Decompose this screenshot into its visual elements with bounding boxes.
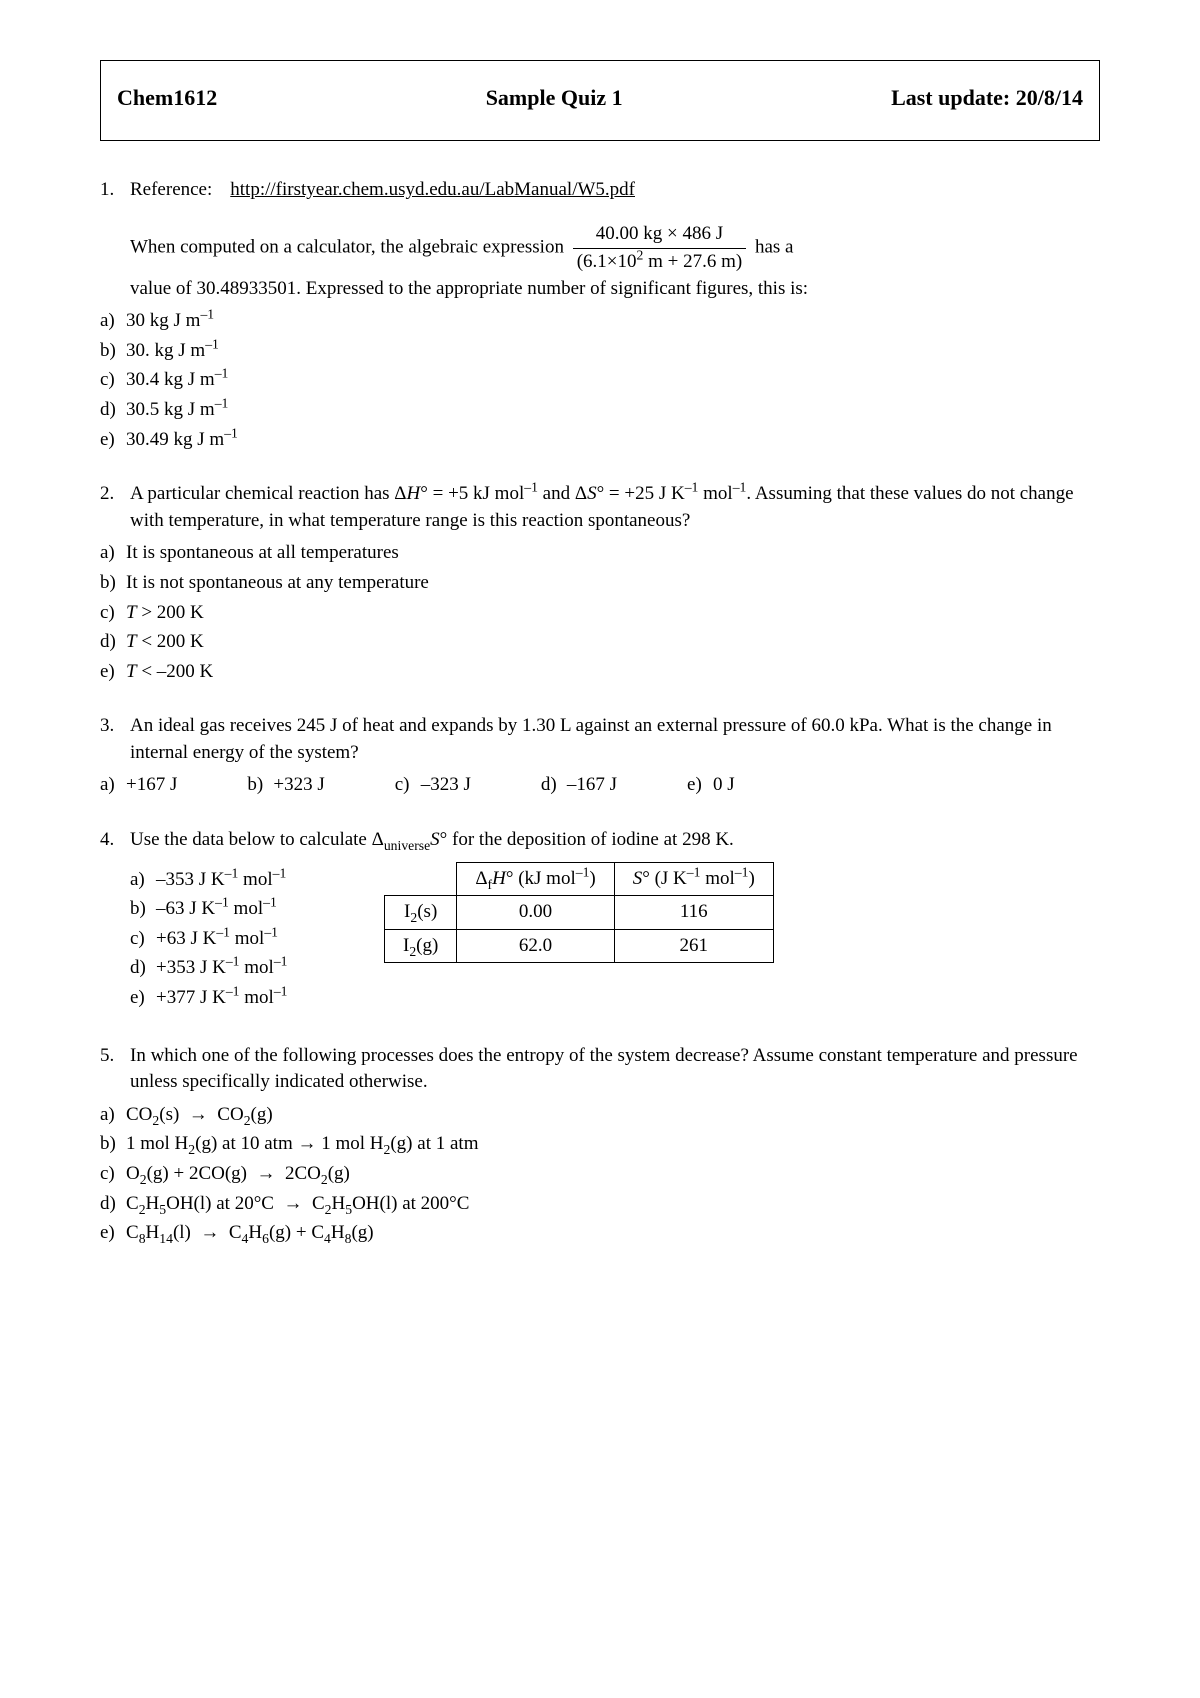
q4-number: 4.: [100, 827, 130, 854]
quiz-header: Chem1612 Sample Quiz 1 Last update: 20/8…: [100, 60, 1100, 141]
last-updated: Last update: 20/8/14: [891, 83, 1083, 114]
q5-option-a[interactable]: a)CO2(s) → CO2(g): [100, 1102, 1100, 1129]
table-row: I2(g) 62.0 261: [385, 929, 774, 963]
q1-stem-line1: When computed on a calculator, the algeb…: [130, 221, 1100, 275]
q5-option-d[interactable]: d)C2H5OH(l) at 20°C → C2H5OH(l) at 200°C: [100, 1191, 1100, 1218]
course-code: Chem1612: [117, 83, 217, 114]
quiz-title: Sample Quiz 1: [486, 83, 623, 114]
q4-option-e[interactable]: e)+377 J K–1 mol–1: [130, 985, 360, 1012]
question-5: 5. In which one of the following process…: [100, 1043, 1100, 1247]
q1-stem-line2: value of 30.48933501. Expressed to the a…: [130, 276, 1100, 303]
q4-stem: Use the data below to calculate Δunivers…: [130, 827, 1100, 854]
q4-data-table: ΔfH° (kJ mol–1) S° (J K–1 mol–1) I2(s) 0…: [384, 862, 774, 964]
reference-label: Reference:: [130, 177, 212, 204]
q2-option-c[interactable]: c)T > 200 K: [100, 600, 1100, 627]
q4-option-b[interactable]: b)–63 J K–1 mol–1: [130, 896, 360, 923]
reference-link[interactable]: http://firstyear.chem.usyd.edu.au/LabMan…: [230, 177, 635, 204]
q5-number: 5.: [100, 1043, 130, 1096]
q2-number: 2.: [100, 481, 130, 534]
q4-options: a)–353 J K–1 mol–1 b)–63 J K–1 mol–1 c)+…: [130, 864, 360, 1015]
q5-option-b[interactable]: b)1 mol H2(g) at 10 atm → 1 mol H2(g) at…: [100, 1131, 1100, 1158]
table-header-dfh: ΔfH° (kJ mol–1): [457, 862, 614, 896]
q1-option-b[interactable]: b)30. kg J m–1: [100, 338, 1100, 365]
q4-option-c[interactable]: c)+63 J K–1 mol–1: [130, 926, 360, 953]
table-header-s: S° (J K–1 mol–1): [614, 862, 773, 896]
q2-options: a)It is spontaneous at all temperatures …: [100, 540, 1100, 685]
q5-option-c[interactable]: c)O2(g) + 2CO(g) → 2CO2(g): [100, 1161, 1100, 1188]
table-row: I2(s) 0.00 116: [385, 896, 774, 930]
fraction: 40.00 kg × 486 J (6.1×102 m + 27.6 m): [573, 221, 747, 275]
question-4: 4. Use the data below to calculate Δuniv…: [100, 827, 1100, 1015]
q2-option-d[interactable]: d)T < 200 K: [100, 629, 1100, 656]
q5-stem: In which one of the following processes …: [130, 1043, 1100, 1096]
q3-option-e[interactable]: e)0 J: [687, 772, 735, 799]
q3-option-c[interactable]: c)–323 J: [395, 772, 471, 799]
q1-options: a)30 kg J m–1 b)30. kg J m–1 c)30.4 kg J…: [100, 308, 1100, 453]
q5-option-e[interactable]: e)C8H14(l) → C4H6(g) + C4H8(g): [100, 1220, 1100, 1247]
q3-option-b[interactable]: b)+323 J: [247, 772, 324, 799]
q3-option-d[interactable]: d)–167 J: [541, 772, 617, 799]
q1-option-a[interactable]: a)30 kg J m–1: [100, 308, 1100, 335]
question-1: 1. Reference: http://firstyear.chem.usyd…: [100, 177, 1100, 453]
q1-number: 1.: [100, 177, 130, 302]
q2-option-a[interactable]: a)It is spontaneous at all temperatures: [100, 540, 1100, 567]
q4-option-d[interactable]: d)+353 J K–1 mol–1: [130, 955, 360, 982]
q3-number: 3.: [100, 713, 130, 766]
q2-option-e[interactable]: e)T < –200 K: [100, 659, 1100, 686]
q3-stem: An ideal gas receives 245 J of heat and …: [130, 713, 1100, 766]
q3-options: a)+167 J b)+323 J c)–323 J d)–167 J e)0 …: [100, 772, 1100, 799]
q2-stem: A particular chemical reaction has ΔH° =…: [130, 481, 1100, 534]
question-2: 2. A particular chemical reaction has ΔH…: [100, 481, 1100, 685]
q1-option-c[interactable]: c)30.4 kg J m–1: [100, 367, 1100, 394]
q1-option-d[interactable]: d)30.5 kg J m–1: [100, 397, 1100, 424]
table-header-blank: [385, 862, 457, 896]
q1-option-e[interactable]: e)30.49 kg J m–1: [100, 427, 1100, 454]
q3-option-a[interactable]: a)+167 J: [100, 772, 177, 799]
q4-option-a[interactable]: a)–353 J K–1 mol–1: [130, 867, 360, 894]
question-3: 3. An ideal gas receives 245 J of heat a…: [100, 713, 1100, 799]
q5-options: a)CO2(s) → CO2(g) b)1 mol H2(g) at 10 at…: [100, 1102, 1100, 1247]
q2-option-b[interactable]: b)It is not spontaneous at any temperatu…: [100, 570, 1100, 597]
